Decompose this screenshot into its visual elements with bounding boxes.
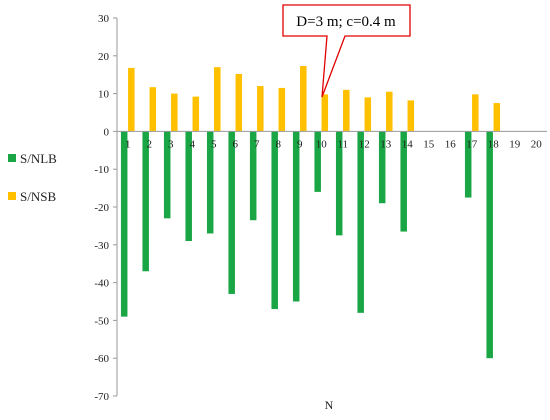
x-tick-label: 2	[147, 138, 153, 150]
bar-s-nsb-4	[192, 96, 200, 132]
bar-s-nsb-12	[364, 97, 372, 132]
y-tick-label: 30	[98, 13, 110, 25]
bar-s-nsb-6	[235, 73, 243, 132]
x-tick-label: 19	[509, 138, 521, 150]
bar-s-nsb-17	[472, 94, 479, 132]
bar-s-nlb-3	[163, 131, 171, 219]
bar-s-nlb-5	[206, 131, 214, 234]
x-tick-label: 9	[297, 138, 303, 150]
bar-s-nlb-8	[271, 131, 278, 310]
callout-text: D=3 m; c=0.4 m	[296, 14, 396, 30]
legend-label-s-nlb: S/NLB	[20, 151, 57, 166]
annotation-callout: D=3 m; c=0.4 m	[282, 4, 411, 98]
x-tick-label: 12	[359, 138, 370, 150]
y-tick-label: -20	[94, 202, 109, 214]
bar-s-nlb-14	[400, 131, 407, 232]
x-tick-label: 16	[445, 138, 457, 150]
x-axis-title: N	[325, 398, 334, 412]
bar-s-nlb-4	[185, 131, 192, 242]
bar-s-nlb-9	[292, 131, 300, 302]
bar-s-nsb-13	[386, 91, 393, 132]
bar-s-nsb-5	[214, 67, 221, 132]
x-tick-label: 5	[211, 138, 217, 150]
bar-s-nsb-1	[128, 67, 135, 132]
bar-s-nlb-10	[314, 131, 321, 192]
y-tick-label: 0	[104, 126, 110, 138]
bar-s-nlb-1	[120, 131, 128, 317]
bar-s-nsb-7	[257, 86, 264, 132]
x-tick-label: 18	[488, 138, 500, 150]
bar-s-nsb-14	[407, 100, 415, 132]
x-tick-label: 1	[125, 138, 131, 150]
x-tick-label: 3	[168, 138, 174, 150]
bar-s-nlb-11	[335, 131, 343, 236]
legend-label-s-nsb: S/NSB	[20, 189, 56, 204]
x-tick-label: 10	[316, 138, 328, 150]
x-tick-label: 17	[466, 138, 478, 150]
x-tick-label: 13	[380, 138, 392, 150]
bar-s-nsb-11	[343, 89, 350, 132]
x-tick-label: 4	[190, 138, 196, 150]
legend: S/NLB S/NSB	[8, 151, 57, 204]
x-tick-label: 14	[402, 138, 414, 150]
y-tick-label: 10	[98, 89, 110, 101]
y-tick-label: -60	[94, 353, 109, 365]
bar-s-nsb-18	[493, 103, 501, 132]
x-tick-label: 20	[531, 138, 543, 150]
legend-swatch-s-nsb	[8, 192, 16, 200]
bar-s-nlb-7	[249, 131, 257, 221]
y-tick-label: 20	[98, 51, 110, 63]
legend-swatch-s-nlb	[8, 154, 16, 162]
bar-s-nsb-10	[321, 94, 329, 132]
bar-s-nlb-12	[357, 131, 364, 313]
x-tick-label: 11	[337, 138, 348, 150]
y-tick-label: -40	[94, 278, 109, 290]
y-tick-label: -10	[94, 164, 109, 176]
y-tick-label: -30	[94, 240, 109, 252]
callout-box	[282, 4, 411, 98]
x-tick-label: 8	[276, 138, 282, 150]
bar-s-nlb-18	[486, 131, 493, 359]
x-tick-label: 15	[423, 138, 435, 150]
y-tick-label: -70	[94, 391, 109, 403]
bars-layer	[120, 66, 501, 359]
bar-s-nsb-2	[149, 87, 157, 132]
x-tick-label: 6	[233, 138, 239, 150]
y-tick-label: -50	[94, 315, 109, 327]
bar-s-nsb-3	[171, 93, 178, 132]
bar-s-nsb-8	[278, 87, 286, 132]
bar-s-nsb-9	[300, 66, 307, 132]
x-tick-label: 7	[254, 138, 260, 150]
bar-s-nlb-2	[142, 131, 149, 272]
bar-s-nlb-6	[228, 131, 235, 294]
bar-s-nlb-13	[378, 131, 386, 204]
bar-s-nlb-17	[464, 131, 472, 198]
